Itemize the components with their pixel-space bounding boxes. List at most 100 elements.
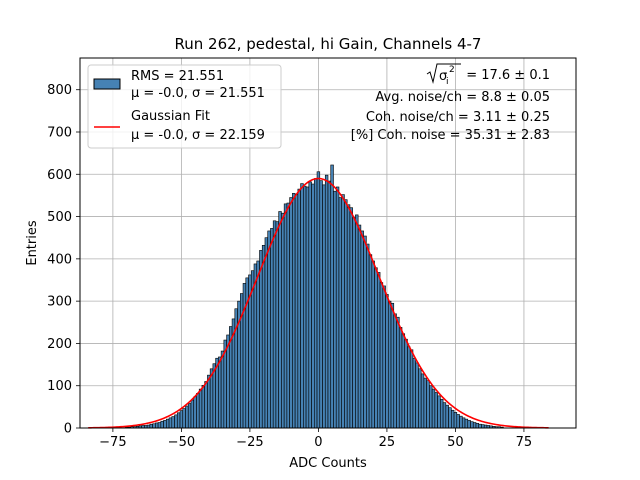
y-axis-label: Entries	[25, 220, 40, 266]
histogram-bar	[308, 181, 312, 429]
histogram-bar	[292, 193, 296, 429]
histogram-bar	[322, 184, 326, 429]
histogram-bar	[385, 294, 389, 429]
histogram-bar	[300, 183, 304, 429]
histogram-bar	[204, 381, 208, 429]
histogram-bar	[311, 183, 315, 429]
x-axis-label: ADC Counts	[289, 456, 367, 471]
legend-histogram-sublabel: μ = -0.0, σ = 21.551	[131, 86, 265, 101]
histogram-bar	[412, 357, 416, 429]
sqrt-sigma-symbol: σ i 2	[426, 63, 461, 87]
x-tick-label: 75	[516, 435, 533, 450]
histogram-bar	[286, 202, 290, 429]
histogram-bar	[264, 237, 269, 429]
histogram-bar	[160, 420, 164, 429]
histogram-bar	[218, 356, 222, 429]
legend-histogram-swatch	[93, 78, 121, 90]
histogram-bar	[155, 422, 159, 429]
y-tick-label: 200	[47, 337, 72, 352]
histogram-bar	[349, 207, 353, 429]
histogram-bar	[182, 408, 186, 429]
histogram-bar	[442, 402, 447, 429]
histogram-bar	[379, 282, 384, 429]
histogram-bar	[157, 422, 162, 429]
histogram-bar	[333, 190, 337, 429]
histogram-bar	[259, 250, 263, 429]
histogram-bar	[341, 194, 345, 429]
histogram-bar	[176, 412, 181, 429]
histogram-bar	[387, 300, 392, 429]
histogram-bar	[404, 338, 408, 429]
annotation-total-noise: = 17.6 ± 0.1	[466, 68, 550, 83]
histogram-bar	[461, 417, 466, 429]
y-tick-label: 400	[47, 252, 72, 267]
noise-annotations: σ i 2 = 17.6 ± 0.1 Avg. noise/ch = 8.8 ±…	[351, 63, 550, 143]
histogram-bar	[168, 417, 173, 429]
histogram-bar	[409, 349, 414, 429]
svg-text:σ: σ	[439, 69, 447, 84]
histogram-bar	[313, 178, 318, 429]
histogram-bar	[272, 220, 277, 429]
histogram-bar	[377, 272, 381, 429]
histogram-bar	[196, 393, 200, 429]
histogram-bar	[445, 404, 449, 429]
histogram-bar	[390, 302, 395, 429]
histogram-bar	[481, 424, 485, 429]
y-tick-label: 700	[47, 126, 72, 141]
legend-histogram-label: RMS = 21.551	[131, 69, 224, 84]
annotation-coh-noise-percent: [%] Coh. noise = 35.31 ± 2.83	[351, 128, 550, 143]
histogram-bar	[166, 418, 170, 429]
histogram-bar	[190, 399, 195, 429]
plot-frame	[79, 57, 577, 429]
histogram-bar	[475, 423, 480, 429]
histogram-bar	[207, 374, 211, 429]
histogram-bar	[335, 186, 340, 429]
y-tick-label: 800	[47, 83, 72, 98]
histogram-bar	[470, 421, 474, 429]
histogram-bar	[418, 368, 422, 429]
histogram-bar	[198, 388, 203, 429]
histogram-bar	[371, 260, 375, 429]
histogram-bar	[398, 327, 403, 429]
y-tick-label: 100	[47, 379, 72, 394]
legend-fit-sublabel: μ = -0.0, σ = 22.159	[131, 128, 265, 143]
histogram-bar	[355, 214, 359, 429]
histogram-bar	[426, 380, 430, 429]
x-tick-label: 50	[447, 435, 464, 450]
histogram-bar	[163, 420, 167, 429]
histogram-bar	[437, 395, 441, 429]
histogram-bar	[316, 171, 321, 429]
y-tick-label: 300	[47, 295, 72, 310]
histogram-bar	[407, 346, 411, 429]
histogram-bar	[179, 410, 184, 429]
x-tick-label: 25	[379, 435, 396, 450]
histogram-bar	[305, 186, 310, 429]
histogram-bar	[478, 423, 482, 429]
histogram-bar	[275, 221, 279, 429]
x-axis-ticks: −75 −50 −25 0 25 50 75	[99, 428, 532, 450]
histogram-bar	[431, 388, 436, 429]
histogram-bar	[346, 204, 351, 429]
histogram-bar	[453, 412, 458, 429]
histogram-bar	[357, 224, 362, 429]
histogram-bar	[270, 228, 274, 429]
histogram-bar	[344, 199, 348, 429]
histogram-bar	[267, 230, 271, 429]
histogram-bar	[434, 392, 438, 429]
histogram-bar	[253, 263, 258, 429]
histogram-bar	[393, 313, 397, 429]
histogram-bar	[171, 416, 175, 429]
histogram-bar	[281, 212, 285, 429]
histogram-bar	[459, 415, 463, 429]
histogram-bar	[401, 333, 406, 429]
histogram-bar	[297, 188, 301, 429]
chart-title: Run 262, pedestal, hi Gain, Channels 4-7	[175, 35, 482, 53]
histogram-bar	[187, 403, 192, 429]
histogram-bar	[278, 211, 282, 429]
histogram-bar	[440, 398, 444, 429]
histogram-bar	[303, 185, 307, 429]
histogram-bar	[464, 418, 469, 429]
x-tick-label: −25	[236, 435, 263, 450]
histogram-bar	[193, 396, 197, 429]
